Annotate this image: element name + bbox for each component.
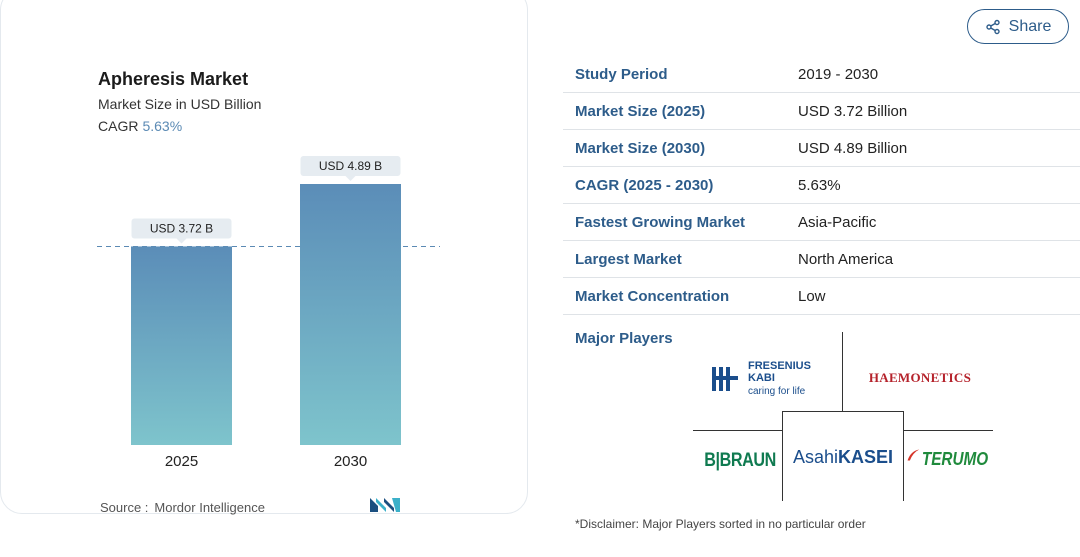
fresenius-line2: KABI <box>748 372 775 384</box>
haemonetics-logo: HAEMONETICS <box>850 366 990 390</box>
info-key: Largest Market <box>575 250 682 268</box>
share-button[interactable]: Share <box>967 9 1069 44</box>
info-row-cagr: CAGR (2025 - 2030) 5.63% <box>563 167 1080 204</box>
info-row-fastest-growing: Fastest Growing Market Asia-Pacific <box>563 204 1080 241</box>
info-row-market-size-2030: Market Size (2030) USD 4.89 Billion <box>563 130 1080 167</box>
fresenius-line1: FRESENIUS <box>748 360 811 372</box>
info-value: Low <box>798 287 826 305</box>
chart-title: Apheresis Market <box>98 69 249 89</box>
chart-cagr: CAGR 5.63% <box>98 118 182 134</box>
grid-divider <box>693 430 783 431</box>
chart-source: Source : Mordor Intelligence <box>100 500 265 515</box>
market-info-table: Study Period 2019 - 2030 Market Size (20… <box>563 56 1080 315</box>
haemonetics-name: HAEMONETICS <box>868 370 972 385</box>
fresenius-kabi-logo: FRESENIUS KABI caring for life <box>710 354 830 404</box>
bbraun-logo: B|BRAUN <box>698 446 782 476</box>
info-key: Market Size (2025) <box>575 102 706 120</box>
disclaimer: *Disclaimer: Major Players sorted in no … <box>575 517 866 531</box>
grid-divider <box>782 411 904 412</box>
terumo-name: TERUMO <box>921 448 989 469</box>
grid-divider <box>782 411 783 501</box>
info-value: USD 4.89 Billion <box>798 139 908 157</box>
cagr-value: 5.63% <box>142 118 183 134</box>
major-players-grid: FRESENIUS KABI caring for life HAEMONETI… <box>690 332 995 502</box>
data-label: USD 4.89 B <box>319 159 382 173</box>
info-value: 5.63% <box>798 176 841 194</box>
info-value: Asia-Pacific <box>798 213 877 231</box>
bar-chart: USD 3.72 B 2025 USD 4.89 B 2030 <box>97 156 440 470</box>
info-key: Market Size (2030) <box>575 139 706 157</box>
bar-2030 <box>300 184 401 445</box>
data-label: USD 3.72 B <box>150 221 213 235</box>
grid-divider <box>903 430 993 431</box>
info-key: Market Concentration <box>575 287 730 305</box>
cagr-label: CAGR <box>98 118 139 134</box>
bar-2025 <box>131 246 232 445</box>
chart-card <box>0 0 528 514</box>
grid-divider <box>903 411 904 501</box>
asahi-name-a: Asahi <box>792 446 838 467</box>
bbraun-name: B|BRAUN <box>704 450 776 471</box>
x-tick-label: 2030 <box>334 453 367 470</box>
terumo-swoosh-icon <box>907 449 920 461</box>
share-label: Share <box>1008 17 1052 35</box>
fresenius-mark-icon <box>712 367 738 391</box>
fresenius-tagline: caring for life <box>748 386 806 397</box>
info-value: 2019 - 2030 <box>798 65 879 83</box>
data-label-pointer <box>176 238 187 244</box>
info-row-largest-market: Largest Market North America <box>563 241 1080 278</box>
chart-subtitle: Market Size in USD Billion <box>98 96 262 112</box>
source-value: Mordor Intelligence <box>154 500 265 515</box>
info-value: USD 3.72 Billion <box>798 102 908 120</box>
data-label-bg <box>300 156 401 176</box>
info-value: North America <box>798 250 894 268</box>
info-key: Study Period <box>575 65 668 83</box>
info-row-market-concentration: Market Concentration Low <box>563 278 1080 315</box>
grid-divider <box>842 332 843 412</box>
data-label-pointer <box>345 176 356 181</box>
x-tick-label: 2025 <box>165 453 198 470</box>
info-row-study-period: Study Period 2019 - 2030 <box>563 56 1080 93</box>
source-label: Source : <box>100 500 149 515</box>
info-key: CAGR (2025 - 2030) <box>575 176 714 194</box>
terumo-logo: TERUMO <box>906 442 994 476</box>
major-players-title: Major Players <box>575 330 673 347</box>
asahi-kasei-logo: Asahi KASEI <box>783 442 903 472</box>
mordor-logo-icon <box>370 498 400 512</box>
info-row-market-size-2025: Market Size (2025) USD 3.72 Billion <box>563 93 1080 130</box>
info-key: Fastest Growing Market <box>575 213 746 231</box>
asahi-name-b: KASEI <box>838 446 894 467</box>
share-icon <box>985 19 1000 34</box>
data-label-bg <box>131 218 232 239</box>
